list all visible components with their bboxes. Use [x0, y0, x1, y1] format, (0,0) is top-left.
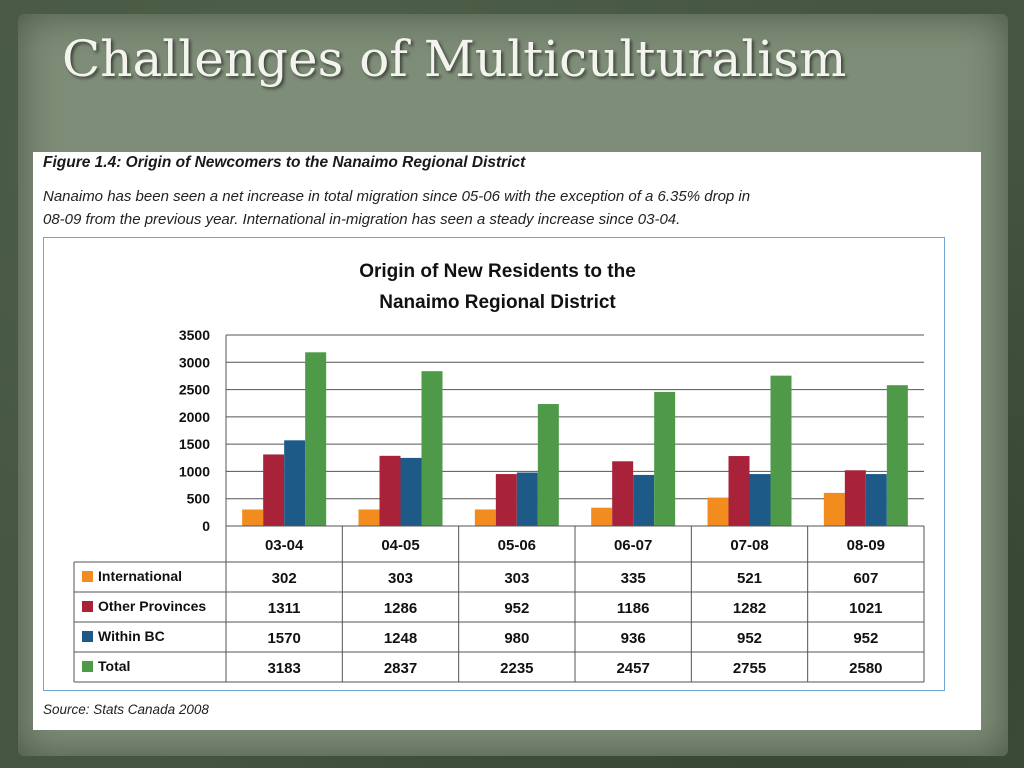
bar [495, 474, 517, 526]
x-tick-label: 05-06 [498, 537, 536, 554]
data-label: 335 [621, 570, 646, 587]
data-label: 302 [272, 570, 297, 587]
figure-description: Nanaimo has been seen a net increase in … [43, 185, 978, 231]
bar [516, 472, 538, 526]
data-label: 936 [621, 630, 646, 647]
x-tick-label: 06-07 [614, 537, 652, 554]
bar [284, 440, 306, 526]
bar [263, 454, 285, 526]
data-label: 980 [504, 630, 529, 647]
data-label: 303 [388, 570, 413, 587]
legend-swatch [82, 631, 93, 642]
y-tick-label: 2000 [179, 409, 210, 425]
legend-swatch [82, 601, 93, 612]
legend-swatch [82, 661, 93, 672]
x-tick-label: 07-08 [730, 537, 768, 554]
bar [400, 457, 422, 526]
chart-title: Origin of New Residents to the Nanaimo R… [44, 256, 951, 318]
bar [591, 507, 613, 526]
bar [749, 474, 771, 526]
figure-title: Figure 1.4: Origin of Newcomers to the N… [43, 154, 526, 171]
data-label: 1186 [617, 600, 650, 617]
bar [421, 371, 443, 526]
data-label: 2837 [384, 660, 417, 677]
bar [242, 509, 264, 526]
legend-label: Within BC [98, 628, 165, 644]
chart-frame: Origin of New Residents to the Nanaimo R… [43, 237, 945, 691]
bar [770, 375, 792, 526]
data-label: 1248 [384, 630, 417, 647]
y-tick-label: 0 [202, 518, 210, 534]
legend-swatch [82, 571, 93, 582]
y-tick-label: 1500 [179, 436, 210, 452]
source-note: Source: Stats Canada 2008 [43, 702, 209, 717]
data-label: 2235 [500, 660, 533, 677]
bar [865, 474, 887, 526]
y-tick-label: 1000 [179, 463, 210, 479]
bar-chart: 0 500 1000 1500 2000 2500 3000 3500 03-04 04-05 05… [73, 327, 925, 683]
data-label: 952 [737, 630, 762, 647]
data-label: 1282 [733, 600, 766, 617]
data-label: 952 [504, 600, 529, 617]
data-label: 607 [853, 570, 878, 587]
slide-title: Challenges of Multiculturalism [62, 30, 847, 88]
bar [823, 492, 845, 526]
data-label: 521 [737, 570, 762, 587]
legend-label: Total [98, 658, 130, 674]
data-label: 2755 [733, 660, 766, 677]
legend-label: Other Provinces [98, 598, 206, 614]
bar [537, 404, 559, 526]
data-label: 952 [853, 630, 878, 647]
bar [305, 352, 327, 526]
bar [612, 461, 634, 526]
data-label: 1311 [268, 600, 301, 617]
bar [654, 391, 676, 526]
x-tick-label: 03-04 [265, 537, 304, 554]
data-label: 1570 [267, 630, 300, 647]
y-tick-label: 3000 [179, 354, 210, 370]
data-label: 2457 [616, 660, 649, 677]
bar [844, 470, 866, 526]
chart-title-line-2: Nanaimo Regional District [379, 292, 616, 313]
bar [707, 497, 729, 526]
bar [886, 385, 908, 526]
x-tick-label: 08-09 [847, 537, 885, 554]
y-tick-label: 2500 [179, 382, 210, 398]
data-label: 303 [504, 570, 529, 587]
figure-document: Figure 1.4: Origin of Newcomers to the N… [33, 152, 981, 730]
bar [474, 509, 496, 526]
legend-label: International [98, 568, 182, 584]
bar [358, 509, 380, 526]
figure-description-line-1: Nanaimo has been seen a net increase in … [43, 188, 751, 205]
bar [379, 455, 401, 526]
y-tick-label: 500 [187, 491, 211, 507]
bar [728, 456, 750, 526]
data-label: 1286 [384, 600, 417, 617]
bar [633, 474, 655, 526]
y-tick-label: 3500 [179, 327, 210, 343]
figure-description-line-2: 08-09 from the previous year. Internatio… [43, 211, 681, 228]
data-label: 2580 [849, 660, 882, 677]
data-label: 1021 [849, 600, 882, 617]
data-label: 3183 [267, 660, 300, 677]
chart-title-line-1: Origin of New Residents to the [359, 261, 636, 282]
x-tick-label: 04-05 [381, 537, 419, 554]
